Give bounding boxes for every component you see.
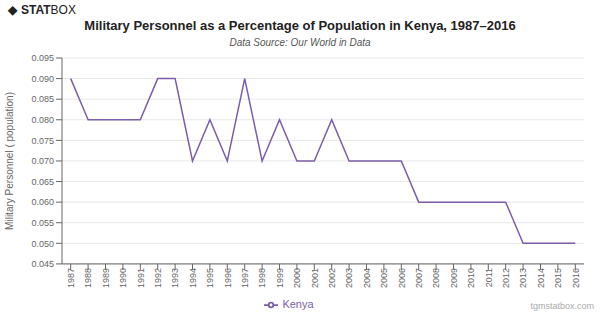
svg-text:2001: 2001 (310, 268, 320, 288)
svg-text:2004: 2004 (362, 268, 372, 288)
svg-text:1994: 1994 (188, 268, 198, 288)
svg-text:0.060: 0.060 (31, 197, 54, 207)
svg-text:1993: 1993 (170, 268, 180, 288)
svg-text:0.080: 0.080 (31, 115, 54, 125)
svg-text:1997: 1997 (240, 268, 250, 288)
svg-text:2011: 2011 (484, 268, 494, 287)
svg-text:0.085: 0.085 (31, 94, 54, 104)
svg-text:2000: 2000 (292, 268, 302, 288)
svg-text:1990: 1990 (118, 268, 128, 288)
svg-text:2008: 2008 (431, 268, 441, 288)
svg-text:1998: 1998 (257, 268, 267, 288)
svg-text:2009: 2009 (449, 268, 459, 288)
svg-text:2006: 2006 (397, 268, 407, 288)
svg-text:1996: 1996 (223, 268, 233, 288)
svg-text:2013: 2013 (518, 268, 528, 288)
svg-text:2002: 2002 (327, 268, 337, 288)
svg-text:2005: 2005 (379, 268, 389, 288)
svg-text:0.095: 0.095 (31, 53, 54, 63)
svg-text:0.070: 0.070 (31, 156, 54, 166)
svg-text:1987: 1987 (66, 268, 76, 288)
svg-text:2003: 2003 (344, 268, 354, 288)
svg-text:2014: 2014 (536, 268, 546, 288)
html-text:Kenya: Kenya (282, 297, 314, 310)
svg-text:1988: 1988 (83, 268, 93, 288)
svg-text:2012: 2012 (501, 268, 511, 288)
svg-text:1992: 1992 (153, 268, 163, 288)
svg-text:1989: 1989 (101, 268, 111, 288)
svg-text:2015: 2015 (553, 268, 563, 288)
svg-text:0.075: 0.075 (31, 136, 54, 146)
html-text:◆ STAT BOX: ◆ STAT BOX (8, 3, 76, 17)
svg-text:1999: 1999 (275, 268, 285, 288)
svg-text:0.065: 0.065 (31, 177, 54, 187)
svg-text:0.045: 0.045 (31, 259, 54, 269)
html-text:tgmstatbox.com: tgmstatbox.com (530, 301, 594, 311)
svg-text:Military Personnel ( populatio: Military Personnel ( population) (8, 92, 15, 230)
svg-text:2007: 2007 (414, 268, 424, 288)
html-text:Data Source: Our World in Data: Data Source: Our World in Data (229, 37, 371, 48)
svg-text:0.055: 0.055 (31, 218, 54, 228)
svg-text:1995: 1995 (205, 268, 215, 288)
svg-text:2016: 2016 (571, 268, 581, 288)
svg-text:1991: 1991 (136, 268, 146, 288)
svg-text:0.090: 0.090 (31, 74, 54, 84)
svg-text:0.050: 0.050 (31, 239, 54, 249)
svg-text:2010: 2010 (466, 268, 476, 288)
html-text:Military Personnel as a Percen: Military Personnel as a Percentage of Po… (84, 18, 516, 33)
